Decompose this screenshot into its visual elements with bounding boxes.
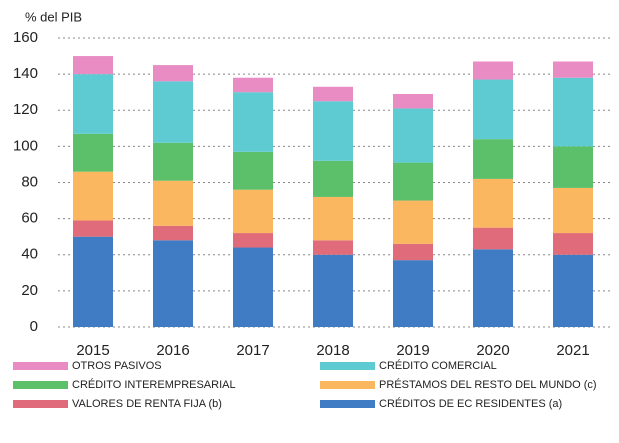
bar-segment: [233, 247, 273, 327]
legend-swatch: [13, 381, 68, 389]
bar-segment: [153, 142, 193, 181]
bar-segment: [393, 260, 433, 327]
y-tick-label: 40: [21, 246, 38, 263]
x-tick-label: 2020: [476, 342, 509, 359]
bar-segment: [473, 79, 513, 140]
bar-segment: [553, 233, 593, 255]
bar-segment: [553, 187, 593, 234]
y-tick-label: 80: [21, 173, 38, 190]
bar-segment: [393, 243, 433, 261]
x-tick-label: 2019: [396, 342, 429, 359]
legend-label: CRÉDITOS DE EC RESIDENTES (a): [379, 397, 562, 410]
x-tick-label: 2017: [236, 342, 269, 359]
y-tick-label: 120: [13, 101, 38, 118]
bar-segment: [473, 227, 513, 250]
legend-swatch: [320, 381, 375, 389]
legend-swatch: [13, 362, 68, 370]
legend-swatch: [13, 400, 68, 408]
bar-segment: [393, 162, 433, 201]
bar-segment: [153, 240, 193, 327]
bar-segment: [153, 180, 193, 226]
legend-label: CRÉDITO COMERCIAL: [379, 359, 497, 372]
bar-segment: [473, 249, 513, 327]
legend-swatch: [320, 362, 375, 370]
bar-segment: [73, 220, 113, 237]
bar-segment: [313, 254, 353, 327]
y-tick-label: 160: [13, 29, 38, 46]
bar-segment: [393, 200, 433, 244]
legend-label: VALORES DE RENTA FIJA (b): [72, 398, 222, 410]
x-tick-label: 2015: [76, 342, 109, 359]
bar-segment: [473, 61, 513, 80]
bar-segment: [73, 74, 113, 134]
legend-swatch: [320, 400, 375, 408]
bar-segment: [153, 81, 193, 143]
bar-segment: [233, 92, 273, 152]
bar-segment: [233, 233, 273, 248]
y-tick-label: 20: [21, 282, 38, 299]
y-tick-label: 0: [30, 318, 38, 335]
bar-segment: [233, 189, 273, 234]
bar-segment: [73, 236, 113, 327]
bar-segment: [153, 65, 193, 82]
bar-segment: [393, 93, 433, 109]
bar-segment: [73, 133, 113, 172]
legend-label: OTROS PASIVOS: [72, 360, 162, 372]
y-tick-label: 140: [13, 65, 38, 82]
bar-segment: [553, 61, 593, 78]
bar-segment: [393, 108, 433, 163]
x-tick-label: 2021: [556, 342, 589, 359]
bar-segment: [313, 240, 353, 255]
bar-segment: [473, 139, 513, 179]
y-tick-label: 100: [13, 137, 38, 154]
legend-label: PRÉSTAMOS DEL RESTO DEL MUNDO (c): [379, 378, 597, 391]
x-tick-label: 2016: [156, 342, 189, 359]
y-tick-label: 60: [21, 210, 38, 227]
bar-segment: [313, 86, 353, 102]
bar-segment: [233, 77, 273, 93]
bar-segment: [73, 56, 113, 75]
bar-segment: [233, 151, 273, 190]
bar-segment: [553, 146, 593, 188]
bar-segment: [313, 196, 353, 241]
bar-segment: [313, 101, 353, 161]
legend-label: CRÉDITO INTEREMPRESARIAL: [72, 378, 236, 391]
bar-segment: [153, 225, 193, 241]
bar-segment: [553, 77, 593, 147]
bar-segment: [73, 171, 113, 221]
bar-segment: [473, 178, 513, 228]
x-tick-label: 2018: [316, 342, 349, 359]
bar-segment: [553, 254, 593, 327]
bar-segment: [313, 160, 353, 197]
y-axis-label: % del PIB: [25, 9, 82, 24]
